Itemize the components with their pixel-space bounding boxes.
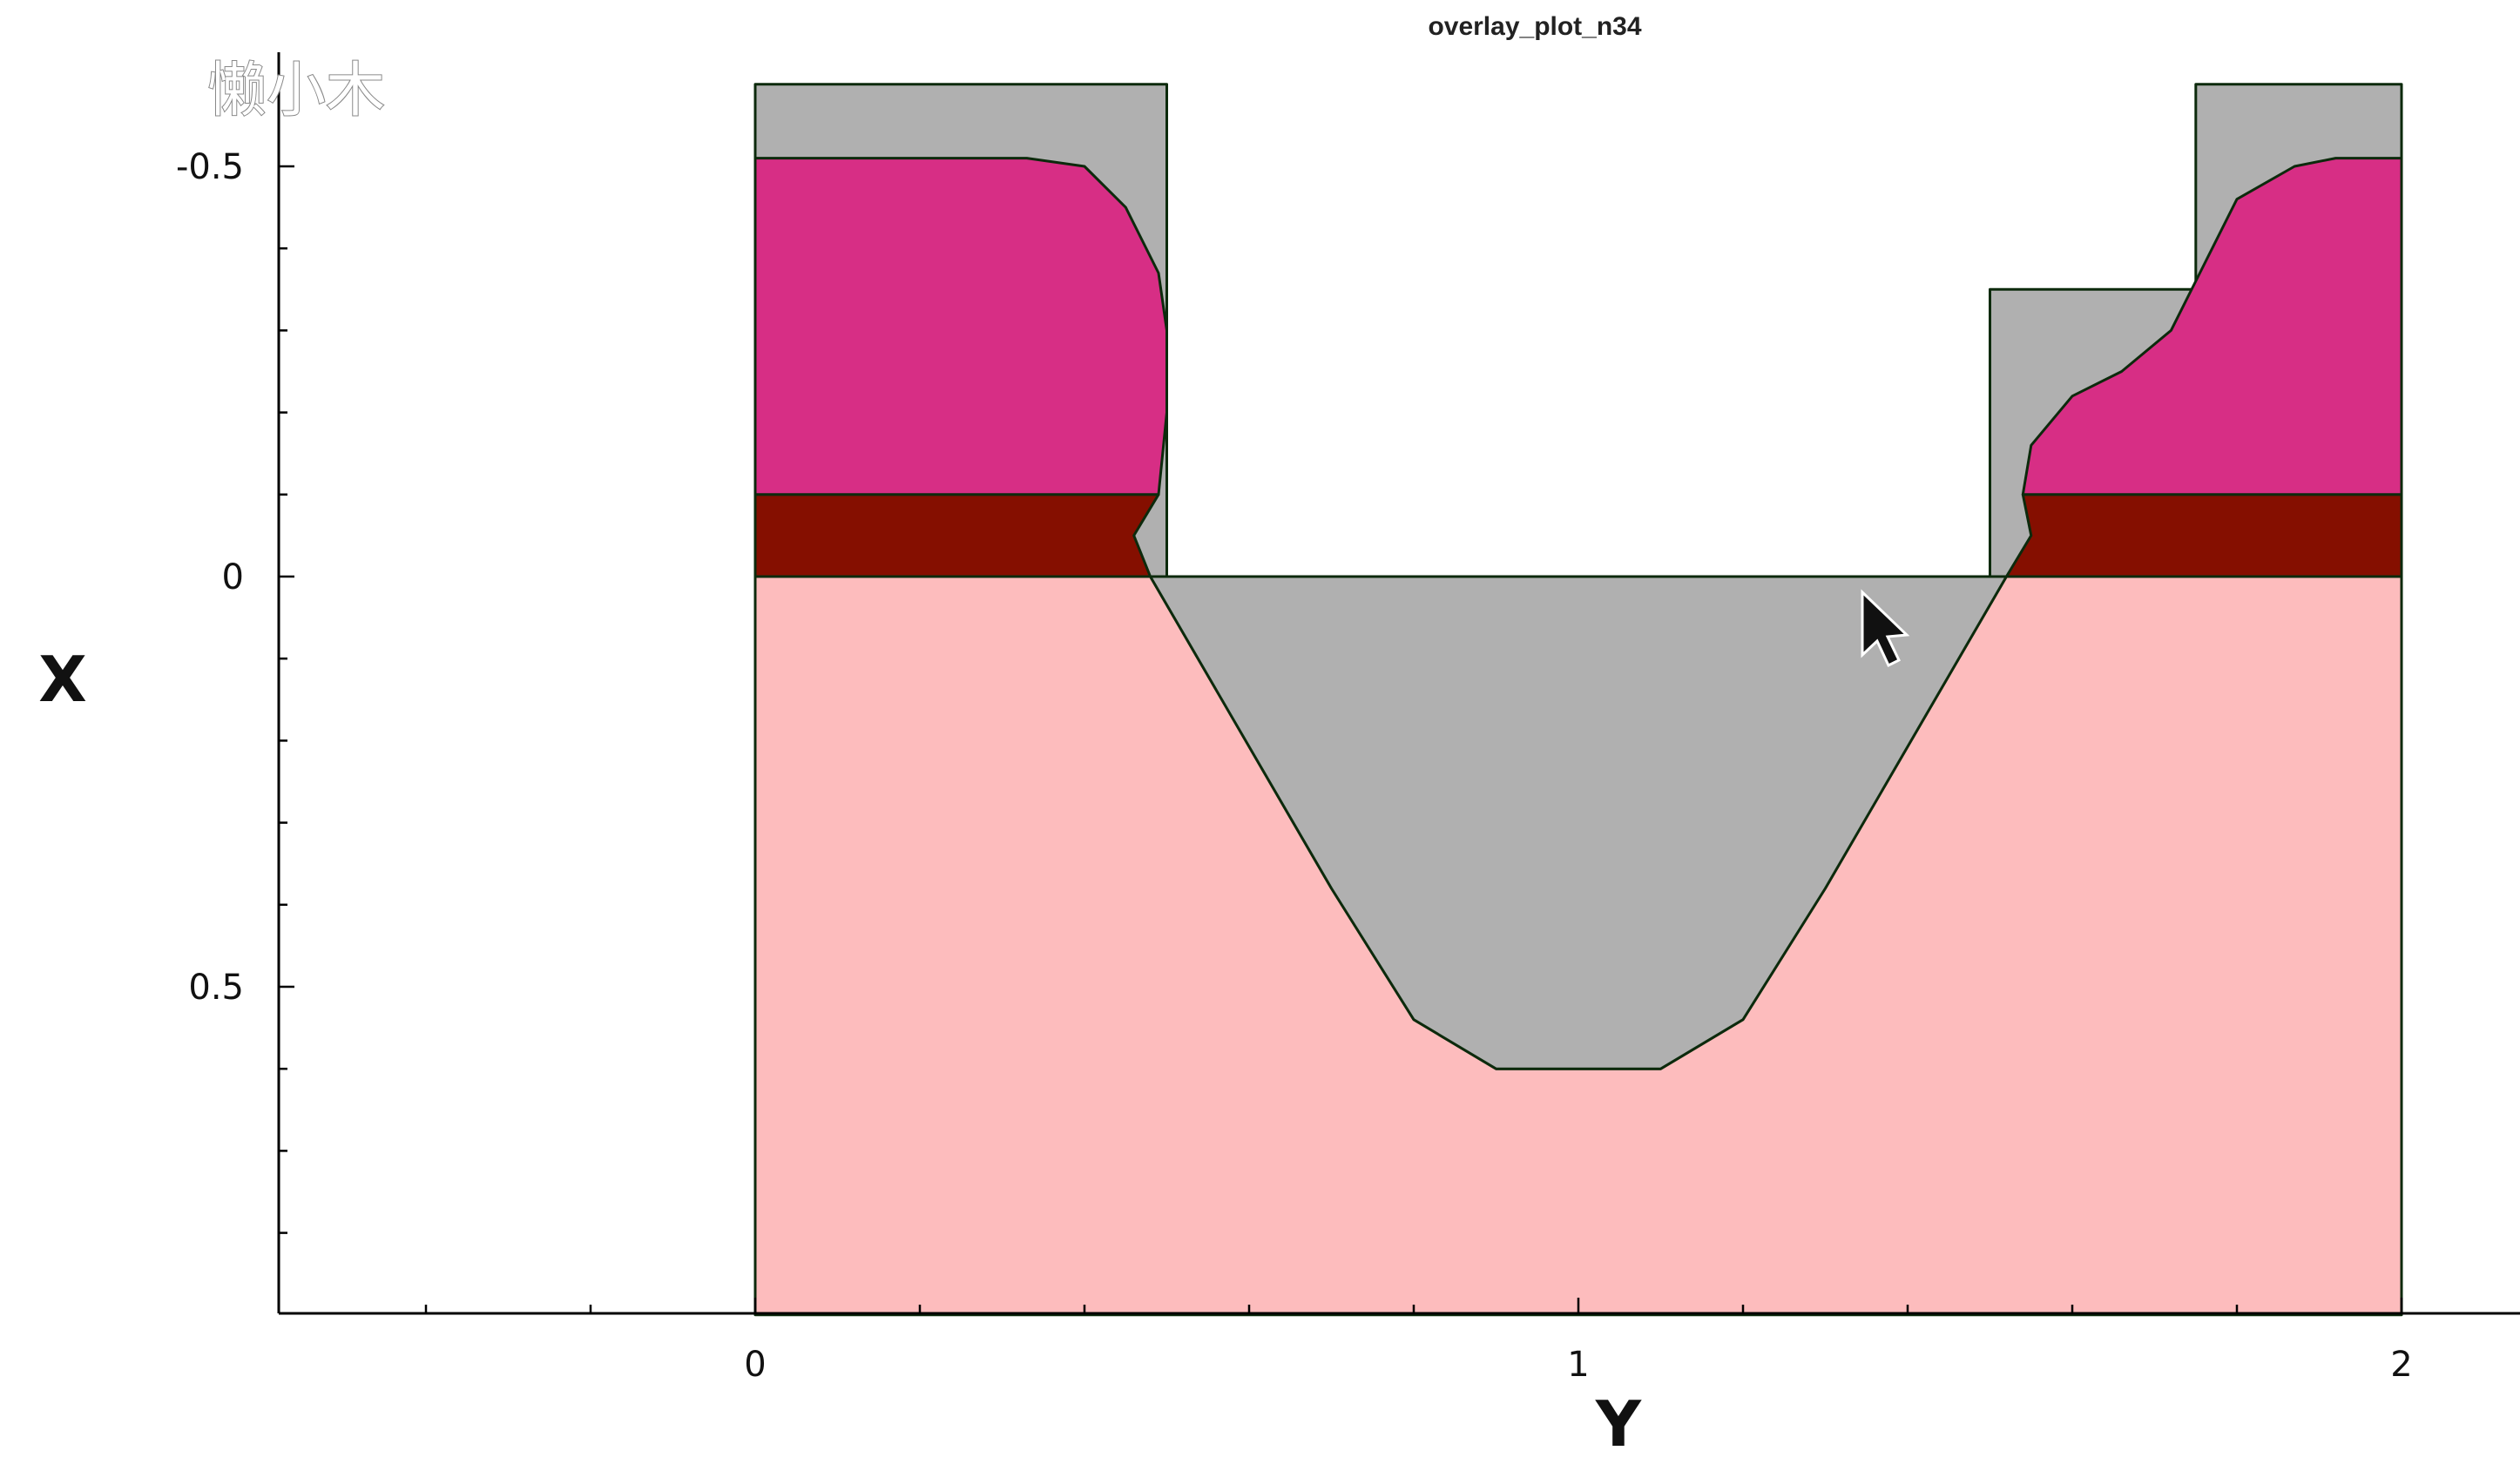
ticks-layer: 0 1 2 -0.5 0 0.5 [176,147,2413,1385]
mouse-cursor-icon [1861,589,1910,668]
y-axis-label: X [38,643,87,716]
watermark: 懒小木 [207,57,385,125]
region-resist-right [2021,157,2403,496]
x-axis-label: Y [1595,1387,1642,1461]
region-resist-left [753,157,1168,496]
y-tick-label: -0.5 [176,147,244,187]
x-tick-label: 2 [2390,1345,2412,1385]
region-trench-fill [1149,575,2008,1070]
axes-layer [277,52,2520,1315]
plot-title: overlay_plot_n34 [1428,12,1641,41]
region-pad-left [753,493,1160,578]
regions-layer [753,83,2403,1317]
region-pad-right [2004,493,2403,578]
y-tick-label: 0 [222,557,244,597]
y-tick-label: 0.5 [188,968,244,1008]
x-tick-label: 0 [744,1345,766,1385]
x-tick-label: 1 [1567,1345,1589,1385]
